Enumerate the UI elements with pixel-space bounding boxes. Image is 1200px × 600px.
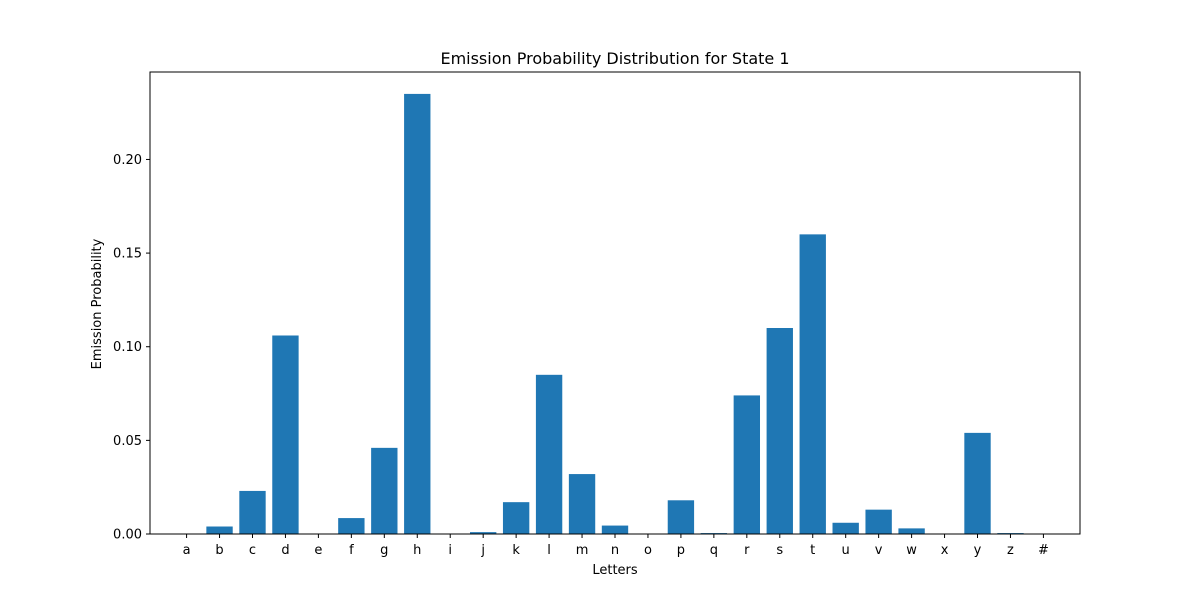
x-tick-label: l	[547, 543, 551, 558]
x-tick-label: u	[842, 543, 850, 558]
x-tick-label: z	[1007, 543, 1014, 558]
x-tick-label: p	[677, 543, 685, 558]
y-tick-label: 0.05	[113, 434, 142, 449]
bar-k	[502, 502, 530, 534]
x-tick-label: w	[906, 543, 917, 558]
bar-r	[733, 395, 761, 534]
y-axis-ticks: 0.00 0.05 0.10 0.15 0.20	[113, 153, 150, 543]
bar-f	[338, 518, 365, 534]
chart-title: Emission Probability Distribution for St…	[440, 49, 789, 68]
bar-m	[568, 474, 596, 534]
y-tick-label: 0.20	[113, 153, 142, 168]
x-tick-label: x	[941, 543, 949, 558]
bar-n	[601, 525, 629, 534]
bar-j	[469, 532, 497, 534]
y-tick-label: 0.10	[113, 340, 142, 355]
bar-g	[371, 447, 398, 534]
bar-d	[272, 335, 299, 534]
bar-w	[898, 528, 925, 534]
x-tick-label: i	[448, 543, 452, 558]
bar-t	[799, 234, 826, 535]
bar-b	[206, 526, 233, 534]
x-axis-ticks: a b c d e f g h i j k l m n o p q r s t u v w x y z #	[183, 534, 1049, 558]
bar-u	[832, 522, 859, 534]
y-tick-label: 0.00	[113, 528, 142, 543]
x-tick-label: s	[776, 543, 783, 558]
bar-v	[865, 509, 892, 534]
x-tick-label: c	[249, 543, 256, 558]
bar-c	[239, 490, 266, 534]
bars	[206, 93, 1024, 535]
bar-s	[766, 328, 793, 534]
x-tick-label: m	[576, 543, 589, 558]
bar-p	[667, 500, 695, 534]
x-tick-label: g	[380, 543, 388, 558]
bar-y	[964, 432, 991, 534]
x-tick-label: o	[644, 543, 652, 558]
x-tick-label: f	[349, 543, 354, 558]
y-axis-label: Emission Probability	[90, 238, 105, 369]
bar-h	[404, 93, 431, 534]
x-tick-label: y	[974, 543, 982, 558]
x-tick-label: a	[183, 543, 191, 558]
x-tick-label: d	[281, 543, 289, 558]
x-axis-label: Letters	[592, 563, 638, 578]
plot-frame	[149, 71, 1081, 535]
x-tick-label: j	[480, 543, 485, 558]
bar-l	[535, 374, 563, 534]
x-tick-label: q	[710, 543, 718, 558]
x-tick-label: v	[875, 543, 883, 558]
x-tick-label: b	[215, 543, 223, 558]
x-tick-label: e	[314, 543, 322, 558]
x-tick-label: n	[611, 543, 619, 558]
x-tick-label: t	[810, 543, 815, 558]
y-tick-label: 0.15	[113, 247, 142, 262]
x-tick-label: #	[1038, 543, 1049, 558]
x-tick-label: k	[512, 543, 520, 558]
x-tick-label: r	[744, 543, 750, 558]
x-tick-label: h	[413, 543, 421, 558]
